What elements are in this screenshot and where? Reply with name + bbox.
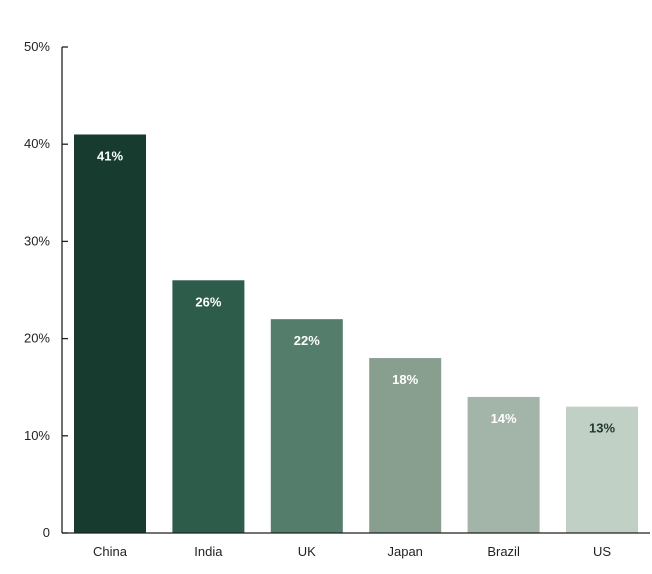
data-label-brazil: 14% <box>491 411 517 426</box>
x-tick-label-japan: Japan <box>387 544 422 559</box>
data-label-china: 41% <box>97 148 123 163</box>
bar-brazil <box>467 396 540 533</box>
y-tick-label: 50% <box>24 39 50 54</box>
y-tick-label: 30% <box>24 233 50 248</box>
bars: 41% 26% 22% 18% 14% 13% <box>74 134 638 534</box>
bar-japan <box>369 358 442 533</box>
data-label-india: 26% <box>195 294 221 309</box>
x-tick-label-china: China <box>93 544 128 559</box>
x-tick-label-brazil: Brazil <box>487 544 520 559</box>
data-label-uk: 22% <box>294 333 320 348</box>
bar-china <box>74 134 146 534</box>
data-label-japan: 18% <box>392 372 418 387</box>
data-label-us: 13% <box>589 421 615 436</box>
y-tick-label: 0 <box>43 525 50 540</box>
x-tick-label-india: India <box>194 544 223 559</box>
bar-uk <box>270 319 343 533</box>
y-tick-label: 40% <box>24 136 50 151</box>
bar-india <box>172 280 245 533</box>
y-tick-label: 20% <box>24 331 50 346</box>
y-axis: 0 10% 20% 30% 40% 50% <box>24 39 68 540</box>
x-tick-label-uk: UK <box>298 544 316 559</box>
x-axis: China India UK Japan Brazil US <box>62 532 650 559</box>
bar-us <box>566 406 638 533</box>
y-tick-label: 10% <box>24 428 50 443</box>
x-tick-label-us: US <box>593 544 611 559</box>
